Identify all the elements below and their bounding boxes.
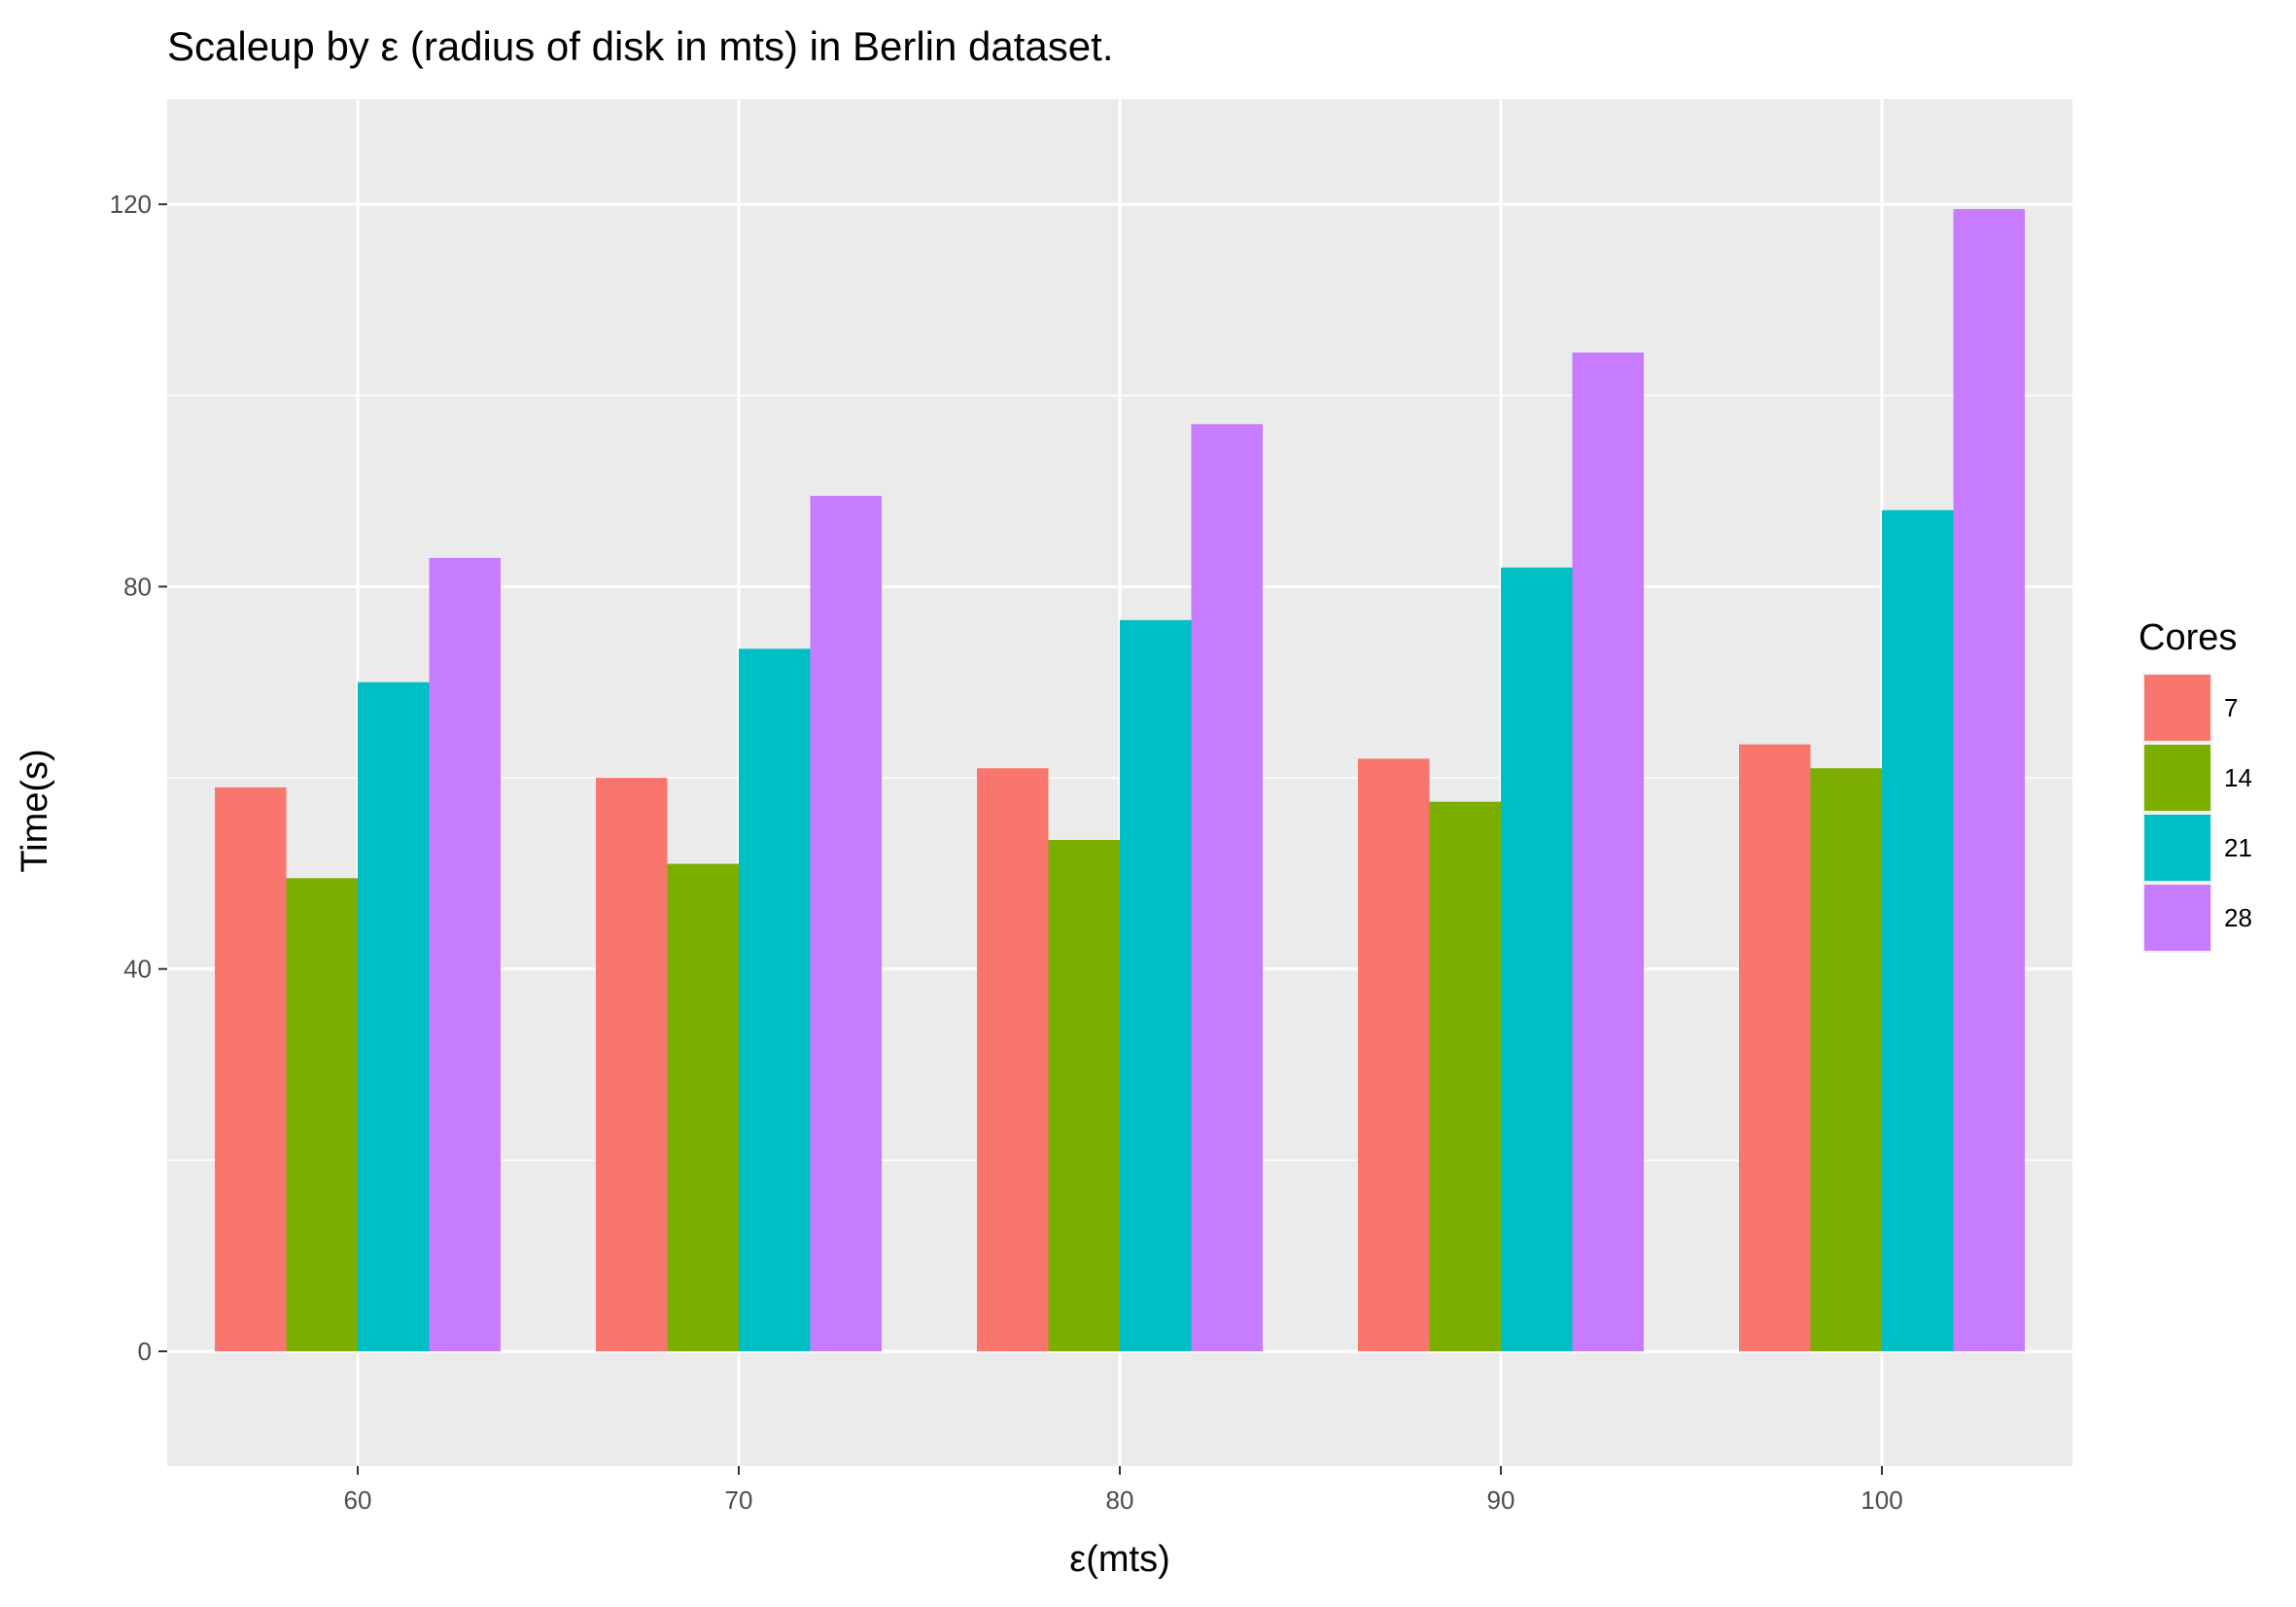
bar-60-cores-14: [286, 878, 358, 1352]
y-axis: 0 40 80 120: [110, 190, 167, 1366]
y-tick-label: 80: [123, 572, 152, 601]
bar-100-cores-28: [1953, 209, 2025, 1352]
bar-60-cores-7: [215, 786, 287, 1352]
x-axis: 60 70 80 90 100: [344, 1466, 1903, 1515]
x-tick-label: 70: [725, 1485, 753, 1515]
bar-70-cores-28: [810, 496, 882, 1352]
y-tick-label: 0: [138, 1337, 152, 1366]
legend-key-21: [2144, 815, 2210, 881]
legend-label: 7: [2224, 693, 2238, 722]
bar-100-cores-14: [1810, 768, 1882, 1352]
bar-90-cores-28: [1572, 352, 1644, 1352]
legend-label: 14: [2224, 763, 2252, 792]
legend-key-28: [2144, 885, 2210, 951]
x-tick-label: 80: [1106, 1485, 1134, 1515]
bar-100-cores-21: [1882, 509, 1954, 1352]
bar-90-cores-7: [1358, 758, 1430, 1352]
legend-label: 28: [2224, 903, 2252, 932]
chart-title: Scaleup by ε (radius of disk in mts) in …: [167, 23, 1114, 69]
x-tick-label: 60: [344, 1485, 372, 1515]
y-tick-label: 120: [110, 190, 152, 219]
bar-80-cores-7: [977, 768, 1049, 1352]
bar-100-cores-7: [1739, 744, 1811, 1352]
bar-60-cores-21: [358, 681, 430, 1352]
x-axis-title: ε(mts): [1069, 1539, 1169, 1580]
bar-60-cores-28: [429, 557, 501, 1352]
bar-70-cores-7: [596, 778, 668, 1352]
legend: Cores 7 14 21 28: [2139, 617, 2252, 953]
bar-80-cores-21: [1120, 619, 1192, 1352]
bar-80-cores-14: [1048, 839, 1120, 1352]
y-axis-title: Time(s): [15, 749, 55, 872]
legend-title: Cores: [2139, 617, 2237, 658]
legend-key-7: [2144, 675, 2210, 741]
bars: [215, 209, 2025, 1352]
legend-key-14: [2144, 745, 2210, 811]
x-tick-label: 100: [1861, 1485, 1902, 1515]
bar-80-cores-28: [1191, 424, 1263, 1352]
x-tick-label: 90: [1487, 1485, 1515, 1515]
bar-90-cores-14: [1429, 801, 1501, 1352]
y-tick-label: 40: [123, 955, 152, 984]
bar-70-cores-14: [667, 863, 739, 1352]
legend-label: 21: [2224, 833, 2252, 862]
bar-90-cores-21: [1501, 567, 1573, 1352]
bar-70-cores-21: [739, 648, 811, 1352]
